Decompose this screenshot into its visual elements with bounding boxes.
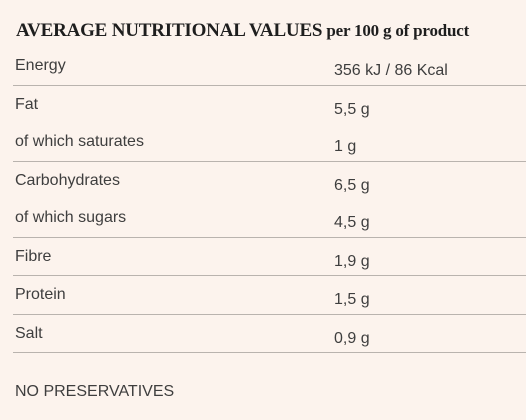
no-preservatives-note: NO PRESERVATIVES [15,383,175,400]
nutrient-label: of which saturates [15,133,144,150]
nutrient-value: 1,5 g [334,291,370,308]
nutrition-row-energy: Energy 356 kJ / 86 Kcal [13,47,526,85]
nutrition-row-saturates: of which saturates 1 g [13,123,526,161]
nutrition-heading: AVERAGE NUTRITIONAL VALUES per 100 g of … [16,7,469,44]
nutrient-label: Fat [15,95,39,113]
nutrient-value: 6,5 g [334,176,370,194]
nutrient-value: 4,5 g [334,214,370,231]
nutrition-row-fibre: Fibre 1,9 g [13,238,526,276]
nutrition-row-fat: Fat 5,5 g [13,86,526,124]
nutrition-heading-main: AVERAGE NUTRITIONAL VALUES [16,20,323,41]
nutrition-group-protein: Protein 1,5 g [13,276,526,315]
nutrition-group-salt: Salt 0,9 g [13,315,526,353]
nutrition-row-salt: Salt 0,9 g [13,315,526,353]
nutrient-value: 1,9 g [334,252,370,270]
nutrition-heading-sub: per 100 g of product [322,21,470,40]
nutrition-group-carbohydrates: Carbohydrates 6,5 g of which sugars 4,5 … [13,162,526,238]
nutrient-value: 5,5 g [334,100,370,118]
nutrient-label: Energy [15,57,66,74]
nutrition-group-fibre: Fibre 1,9 g [13,238,526,276]
nutrition-group-fat: Fat 5,5 g of which saturates 1 g [13,86,526,162]
nutrition-row-sugars: of which sugars 4,5 g [13,199,526,237]
nutrient-label: of which sugars [15,209,127,226]
nutrient-label: Carbohydrates [15,171,120,189]
nutrition-table: Energy 356 kJ / 86 Kcal Fat 5,5 g of whi… [13,47,526,353]
nutrient-label: Salt [15,324,43,342]
nutrient-value: 1 g [334,138,357,155]
nutrient-value: 0,9 g [334,329,370,347]
nutrient-label: Fibre [15,247,52,265]
nutrition-group-energy: Energy 356 kJ / 86 Kcal [13,47,526,86]
nutrition-row-carbohydrates: Carbohydrates 6,5 g [13,162,526,200]
nutrient-value: 356 kJ / 86 Kcal [334,62,448,79]
nutrition-row-protein: Protein 1,5 g [13,276,526,314]
nutrient-label: Protein [15,286,66,303]
